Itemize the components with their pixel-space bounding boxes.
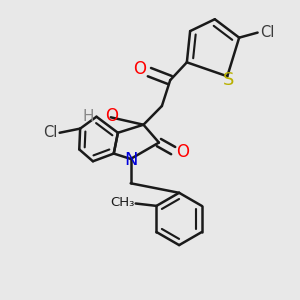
- Text: Cl: Cl: [260, 25, 274, 40]
- Text: O: O: [176, 143, 189, 161]
- Text: Cl: Cl: [43, 125, 57, 140]
- Text: N: N: [124, 152, 138, 169]
- Text: H: H: [82, 109, 94, 124]
- Text: O: O: [134, 60, 146, 78]
- Text: O: O: [105, 107, 118, 125]
- Text: S: S: [223, 71, 235, 89]
- Text: CH₃: CH₃: [110, 196, 134, 209]
